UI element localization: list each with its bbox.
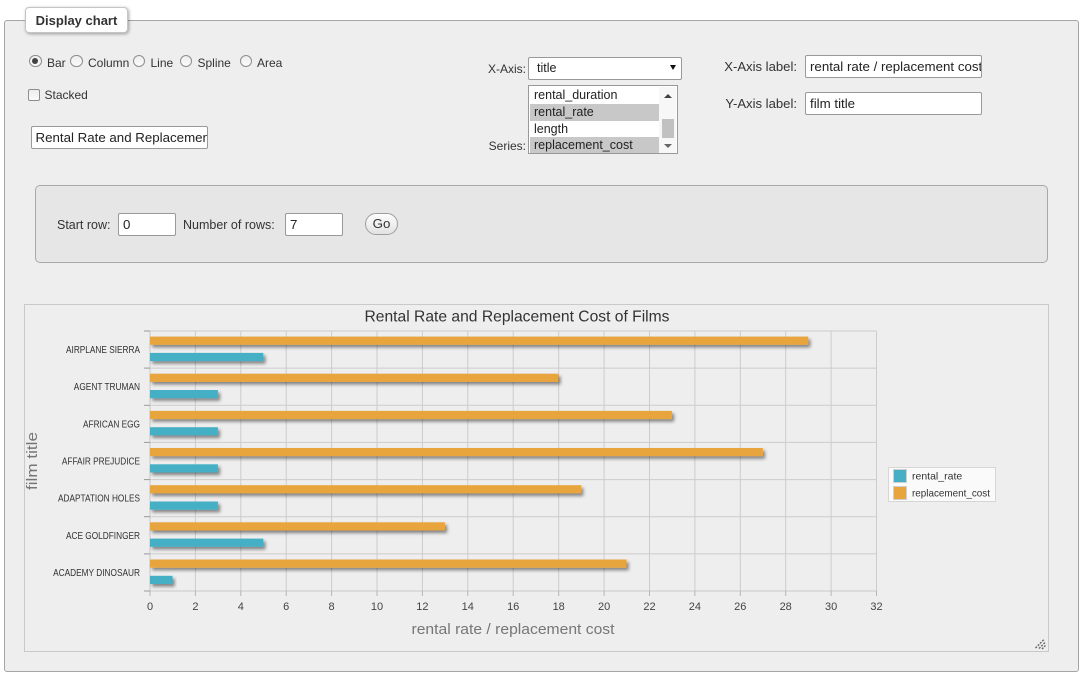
- svg-text:28: 28: [780, 601, 792, 613]
- svg-text:14: 14: [462, 601, 474, 613]
- svg-text:rental_rate: rental_rate: [912, 471, 962, 483]
- svg-text:ADAPTATION HOLES: ADAPTATION HOLES: [58, 494, 140, 505]
- svg-text:ACE GOLDFINGER: ACE GOLDFINGER: [66, 531, 140, 542]
- svg-text:20: 20: [598, 601, 610, 613]
- svg-text:22: 22: [643, 601, 655, 613]
- svg-text:24: 24: [689, 601, 701, 613]
- svg-text:Rental Rate and Replacement Co: Rental Rate and Replacement Cost of Film…: [365, 309, 670, 326]
- svg-text:18: 18: [553, 601, 565, 613]
- svg-text:12: 12: [416, 601, 428, 613]
- svg-text:ACADEMY DINOSAUR: ACADEMY DINOSAUR: [53, 568, 140, 579]
- svg-text:AFFAIR PREJUDICE: AFFAIR PREJUDICE: [62, 457, 140, 468]
- svg-text:rental rate / replacement cost: rental rate / replacement cost: [412, 621, 616, 638]
- svg-text:film title: film title: [25, 432, 41, 490]
- svg-text:30: 30: [825, 601, 837, 613]
- svg-text:2: 2: [192, 601, 198, 613]
- svg-text:8: 8: [329, 601, 335, 613]
- svg-text:16: 16: [507, 601, 519, 613]
- svg-text:10: 10: [371, 601, 383, 613]
- svg-text:AGENT TRUMAN: AGENT TRUMAN: [74, 382, 140, 393]
- svg-text:0: 0: [147, 601, 153, 613]
- svg-text:AIRPLANE SIERRA: AIRPLANE SIERRA: [66, 345, 140, 356]
- svg-text:4: 4: [238, 601, 244, 613]
- svg-text:32: 32: [870, 601, 882, 613]
- svg-text:AFRICAN EGG: AFRICAN EGG: [83, 419, 140, 430]
- svg-text:replacement_cost: replacement_cost: [912, 488, 990, 500]
- svg-text:6: 6: [283, 601, 289, 613]
- svg-text:26: 26: [734, 601, 746, 613]
